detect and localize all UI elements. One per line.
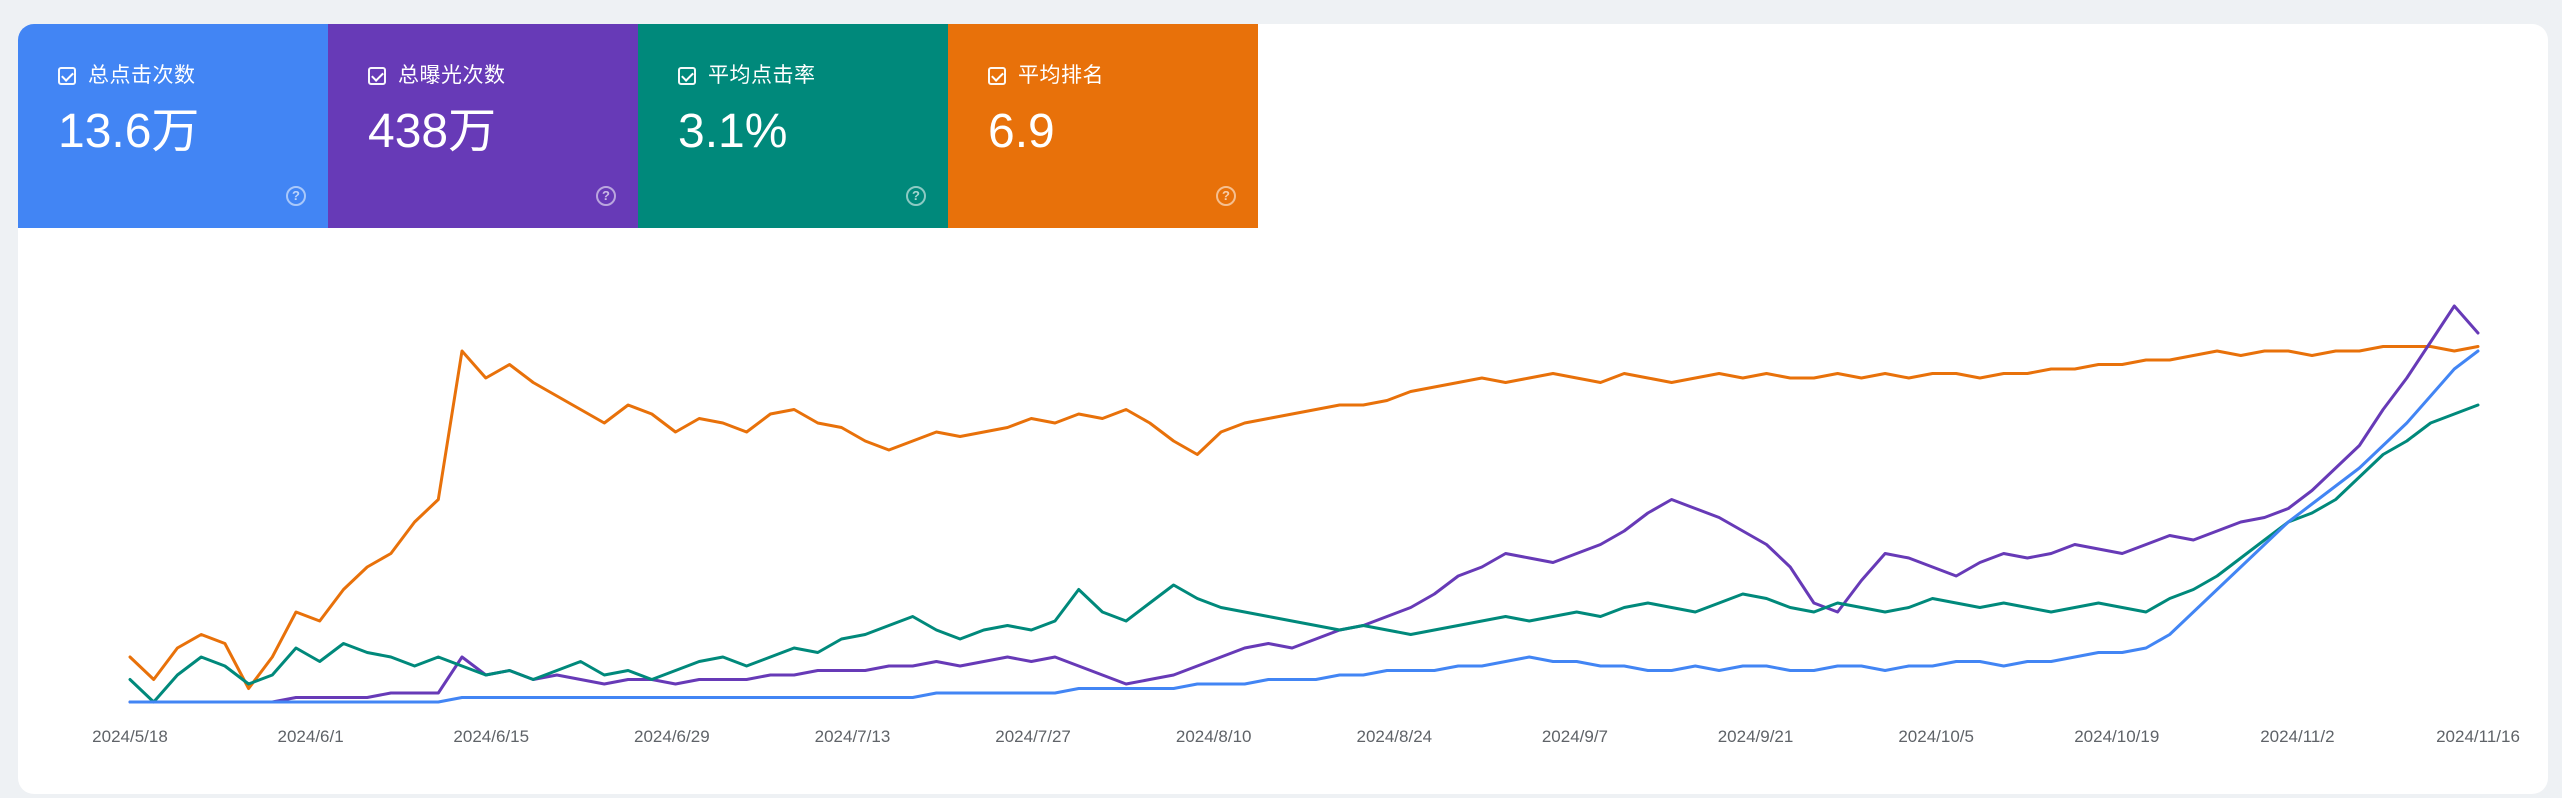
performance-line-chart: 2024/5/18 2024/6/1 2024/6/15 2024/6/29 2024/…: [92, 304, 2520, 746]
x-tick-label: 2024/11/16: [2436, 727, 2520, 746]
metric-cards: 总点击次数 13.6万 ? 总曝光次数 438万 ? 平均点击率 3.1% ? …: [18, 24, 1258, 228]
x-tick-label: 2024/11/2: [2260, 727, 2334, 746]
metric-card-average-ctr[interactable]: 平均点击率 3.1% ?: [638, 24, 948, 228]
help-circle-icon[interactable]: ?: [596, 186, 616, 206]
metric-card-average-position[interactable]: 平均排名 6.9 ?: [948, 24, 1258, 228]
checked-checkbox-icon[interactable]: [678, 67, 696, 85]
x-tick-label: 2024/10/5: [1898, 727, 1974, 746]
x-tick-label: 2024/6/1: [278, 727, 344, 746]
checked-checkbox-icon[interactable]: [58, 67, 76, 85]
metric-value: 438万: [368, 105, 497, 158]
x-tick-label: 2024/10/19: [2074, 727, 2159, 746]
metric-label: 总点击次数: [88, 64, 196, 87]
metric-label: 平均点击率: [708, 64, 816, 87]
metric-card-total-impressions[interactable]: 总曝光次数 438万 ?: [328, 24, 638, 228]
help-circle-icon[interactable]: ?: [286, 186, 306, 206]
x-tick-label: 2024/9/7: [1542, 727, 1608, 746]
metric-card-total-clicks[interactable]: 总点击次数 13.6万 ?: [18, 24, 328, 228]
x-tick-label: 2024/6/29: [634, 727, 710, 746]
x-tick-label: 2024/5/18: [92, 727, 168, 746]
help-circle-icon[interactable]: ?: [906, 186, 926, 206]
metric-label: 平均排名: [1018, 64, 1104, 87]
x-tick-label: 2024/8/10: [1176, 727, 1252, 746]
series-line-3: [128, 349, 2480, 704]
x-tick-label: 2024/8/24: [1356, 727, 1432, 746]
metric-value: 13.6万: [58, 105, 200, 158]
x-tick-label: 2024/7/27: [995, 727, 1071, 746]
help-circle-icon[interactable]: ?: [1216, 186, 1236, 206]
series-line-0: [128, 345, 2480, 690]
performance-card: 总点击次数 13.6万 ? 总曝光次数 438万 ? 平均点击率 3.1% ? …: [18, 24, 2548, 794]
metric-value: 6.9: [988, 105, 1055, 158]
x-tick-label: 2024/6/15: [453, 727, 529, 746]
series-line-2: [128, 403, 2480, 704]
checked-checkbox-icon[interactable]: [368, 67, 386, 85]
x-tick-label: 2024/9/21: [1718, 727, 1794, 746]
checked-checkbox-icon[interactable]: [988, 67, 1006, 85]
metric-value: 3.1%: [678, 105, 788, 158]
series-line-1: [128, 304, 2480, 704]
x-tick-label: 2024/7/13: [815, 727, 891, 746]
metric-label: 总曝光次数: [398, 64, 506, 87]
